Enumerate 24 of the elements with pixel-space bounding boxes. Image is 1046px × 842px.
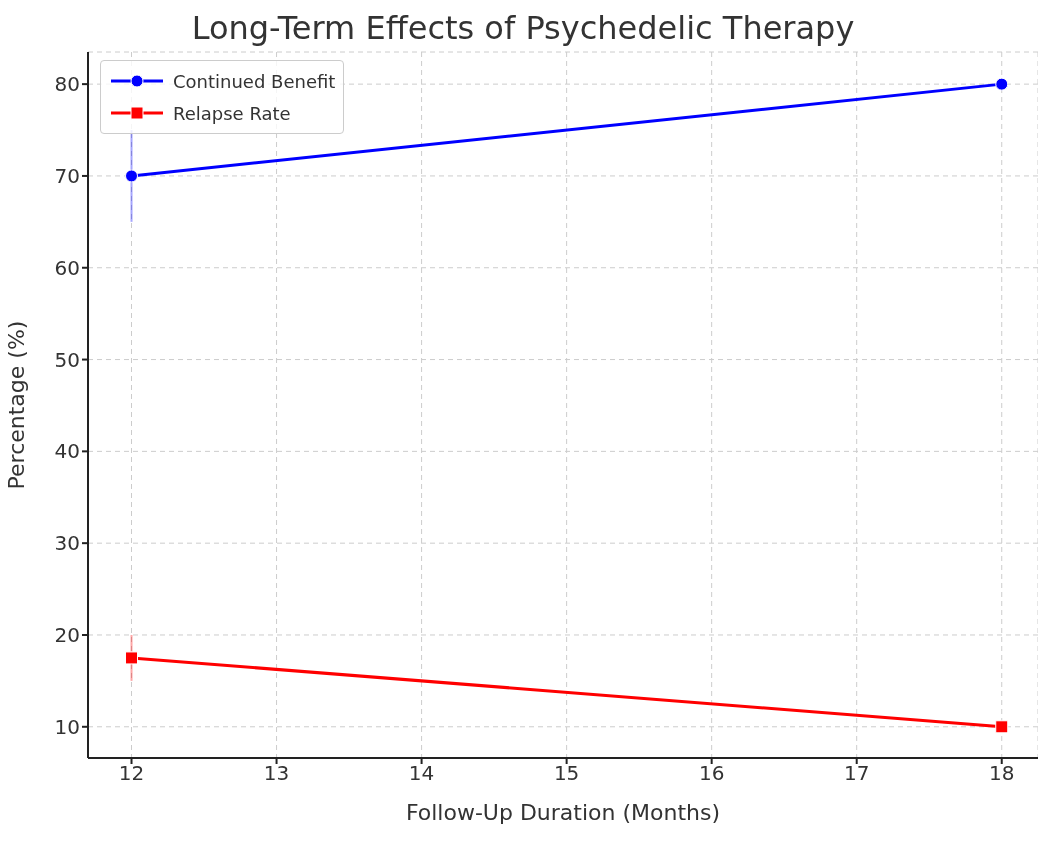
x-tick-label: 15 xyxy=(553,761,580,786)
point xyxy=(995,77,1009,91)
x-tick-label: 18 xyxy=(989,761,1015,786)
legend-label: Relapse Rate xyxy=(173,102,291,124)
x-tick-label: 13 xyxy=(263,761,290,786)
y-tick-label: 60 xyxy=(54,255,80,280)
x-tick-label: 12 xyxy=(118,761,145,786)
x-tick-label: 14 xyxy=(408,761,435,786)
point xyxy=(125,169,139,183)
chart-title: Long-Term Effects of Psychedelic Therapy xyxy=(190,8,856,48)
x-tick-label: 16 xyxy=(698,761,725,786)
point xyxy=(995,720,1009,734)
point xyxy=(125,651,139,665)
y-tick-label: 50 xyxy=(54,347,80,372)
y-tick-label: 30 xyxy=(54,531,80,556)
y-tick-label: 70 xyxy=(54,164,80,189)
legend-label: Continued Benefit xyxy=(173,70,336,92)
x-axis-title: Follow-Up Duration (Months) xyxy=(405,800,721,825)
x-tick-label: 17 xyxy=(843,761,870,786)
y-tick-label: 40 xyxy=(54,439,80,464)
y-tick-label: 20 xyxy=(54,623,80,648)
y-tick-label: 10 xyxy=(54,714,80,739)
y-tick-label: 80 xyxy=(54,72,80,97)
y-axis-title: Percentage (%) xyxy=(3,320,29,490)
